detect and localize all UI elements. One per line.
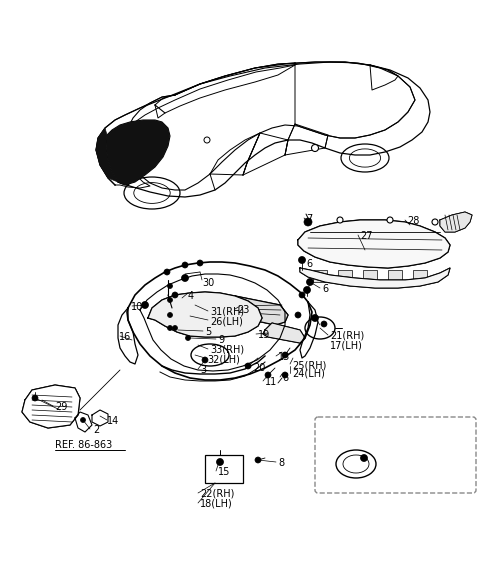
Circle shape <box>360 455 368 461</box>
Bar <box>313 270 327 282</box>
Circle shape <box>265 372 271 378</box>
Text: 9: 9 <box>218 335 224 345</box>
Text: 34(LH): 34(LH) <box>416 450 449 460</box>
Circle shape <box>168 325 172 331</box>
Circle shape <box>387 217 393 223</box>
Text: (W/FOG LAMP): (W/FOG LAMP) <box>326 425 411 435</box>
Polygon shape <box>224 296 288 325</box>
Circle shape <box>303 287 311 294</box>
Polygon shape <box>300 268 450 288</box>
Text: 30: 30 <box>202 278 214 288</box>
Circle shape <box>307 278 313 285</box>
Circle shape <box>32 395 38 401</box>
Text: 6: 6 <box>282 373 288 383</box>
Text: REF. 86-863: REF. 86-863 <box>55 440 112 450</box>
Text: 14: 14 <box>107 416 119 426</box>
Polygon shape <box>148 292 262 337</box>
Circle shape <box>432 219 438 225</box>
Text: 21(RH): 21(RH) <box>330 331 364 341</box>
Circle shape <box>299 256 305 263</box>
Circle shape <box>182 262 188 268</box>
Polygon shape <box>106 120 170 185</box>
Text: 35(RH): 35(RH) <box>420 453 454 463</box>
Text: 33(RH): 33(RH) <box>210 345 244 355</box>
Text: 6: 6 <box>306 259 312 269</box>
Circle shape <box>245 363 251 369</box>
Text: 28: 28 <box>407 216 420 226</box>
Circle shape <box>282 372 288 378</box>
Circle shape <box>216 459 224 466</box>
Circle shape <box>282 352 288 358</box>
Circle shape <box>168 284 172 288</box>
Text: 35(RH): 35(RH) <box>416 440 450 450</box>
Circle shape <box>172 325 178 331</box>
Circle shape <box>164 269 170 275</box>
Circle shape <box>312 314 319 321</box>
Bar <box>338 270 352 282</box>
Bar <box>205 455 243 483</box>
Circle shape <box>168 313 172 317</box>
Text: 20: 20 <box>253 363 265 373</box>
Text: 22(RH): 22(RH) <box>200 489 234 499</box>
Text: 8: 8 <box>278 458 284 468</box>
Text: 34(LH): 34(LH) <box>420 465 453 475</box>
Bar <box>387 240 403 258</box>
Text: 6: 6 <box>322 284 328 294</box>
Circle shape <box>185 335 191 340</box>
Circle shape <box>312 145 319 152</box>
Text: 29: 29 <box>55 402 67 412</box>
Circle shape <box>321 321 327 327</box>
Text: 7: 7 <box>306 214 312 224</box>
Text: 3: 3 <box>200 365 206 375</box>
FancyBboxPatch shape <box>315 417 476 493</box>
Text: 17(LH): 17(LH) <box>330 341 363 351</box>
Polygon shape <box>22 385 80 428</box>
Text: 32(LH): 32(LH) <box>207 355 240 365</box>
Bar <box>413 270 427 282</box>
Bar <box>352 240 368 258</box>
Text: 2: 2 <box>93 425 99 435</box>
Bar <box>388 270 402 282</box>
Text: 25(RH): 25(RH) <box>292 360 326 370</box>
Polygon shape <box>298 220 450 268</box>
Circle shape <box>255 457 261 463</box>
Text: 19: 19 <box>258 330 270 340</box>
Circle shape <box>204 137 210 143</box>
Text: 24(LH): 24(LH) <box>292 369 325 379</box>
Circle shape <box>197 260 203 266</box>
Polygon shape <box>440 212 472 232</box>
Text: 13: 13 <box>278 352 290 362</box>
Circle shape <box>181 274 189 281</box>
Text: 27: 27 <box>360 231 372 241</box>
Circle shape <box>168 298 172 302</box>
Text: 26(LH): 26(LH) <box>210 317 243 327</box>
Text: 10: 10 <box>131 302 143 312</box>
Text: 31(RH): 31(RH) <box>210 307 244 317</box>
Circle shape <box>81 417 85 423</box>
Text: 15: 15 <box>218 467 230 477</box>
Circle shape <box>304 218 312 226</box>
Text: 5: 5 <box>205 327 211 337</box>
Polygon shape <box>263 323 305 343</box>
Bar <box>322 240 338 258</box>
Circle shape <box>142 302 148 309</box>
Circle shape <box>337 217 343 223</box>
Text: 12: 12 <box>375 446 387 456</box>
Text: 11: 11 <box>265 377 277 387</box>
Text: 12: 12 <box>388 459 400 469</box>
Text: 18(LH): 18(LH) <box>200 499 233 509</box>
Text: 16: 16 <box>119 332 131 342</box>
Text: 23: 23 <box>237 305 250 315</box>
Circle shape <box>299 292 305 298</box>
Bar <box>363 270 377 282</box>
Polygon shape <box>96 128 118 182</box>
Circle shape <box>172 292 178 298</box>
Circle shape <box>295 312 301 318</box>
Circle shape <box>202 357 208 363</box>
Text: 4: 4 <box>188 291 194 301</box>
